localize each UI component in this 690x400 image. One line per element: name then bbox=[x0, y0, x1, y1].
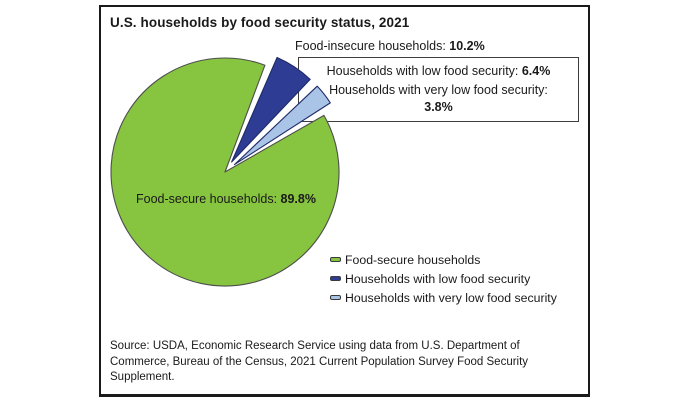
chart-card: U.S. households by food security status,… bbox=[99, 5, 590, 397]
food-insecure-total-value: 10.2% bbox=[449, 39, 485, 53]
pie-chart bbox=[110, 56, 340, 287]
legend-swatch-very-low-food-security-icon bbox=[330, 295, 341, 300]
food-insecure-total-label: Food-insecure households: 10.2% bbox=[295, 39, 485, 53]
pie-slice-very-low-food-security bbox=[233, 85, 331, 166]
legend-item-food-secure: Food-secure households bbox=[330, 250, 557, 269]
callout-box: Households with low food security: 6.4% … bbox=[298, 57, 579, 122]
legend-swatch-food-secure-icon bbox=[330, 257, 341, 262]
food-secure-slice-text: Food-secure households: bbox=[136, 192, 281, 206]
legend-item-very-low-food-security: Households with very low food security bbox=[330, 288, 557, 307]
low-food-security-text: Households with low food security: bbox=[326, 64, 522, 78]
legend-label-very-low-food-security: Households with very low food security bbox=[345, 290, 557, 305]
very-low-food-security-text: Households with very low food security: bbox=[329, 83, 548, 97]
low-food-security-label: Households with low food security: 6.4% bbox=[299, 64, 578, 78]
legend-swatch-low-food-security-icon bbox=[330, 276, 341, 281]
legend: Food-secure households Households with l… bbox=[330, 250, 557, 307]
food-insecure-total-text: Food-insecure households: bbox=[295, 39, 450, 53]
source-note: Source: USDA, Economic Research Service … bbox=[110, 340, 529, 383]
pie-slice-food-secure bbox=[110, 57, 340, 287]
food-secure-slice-value: 89.8% bbox=[280, 192, 316, 206]
food-secure-slice-label: Food-secure households: 89.8% bbox=[116, 192, 336, 206]
very-low-food-security-label: Households with very low food security: … bbox=[324, 82, 554, 115]
legend-label-food-secure: Food-secure households bbox=[345, 252, 481, 267]
low-food-security-value: 6.4% bbox=[521, 64, 551, 78]
pie-slice-low-food-security bbox=[231, 56, 311, 163]
legend-item-low-food-security: Households with low food security bbox=[330, 269, 557, 288]
chart-title: U.S. households by food security status,… bbox=[110, 15, 410, 30]
very-low-food-security-value: 3.8% bbox=[424, 99, 453, 114]
legend-label-low-food-security: Households with low food security bbox=[345, 271, 531, 286]
